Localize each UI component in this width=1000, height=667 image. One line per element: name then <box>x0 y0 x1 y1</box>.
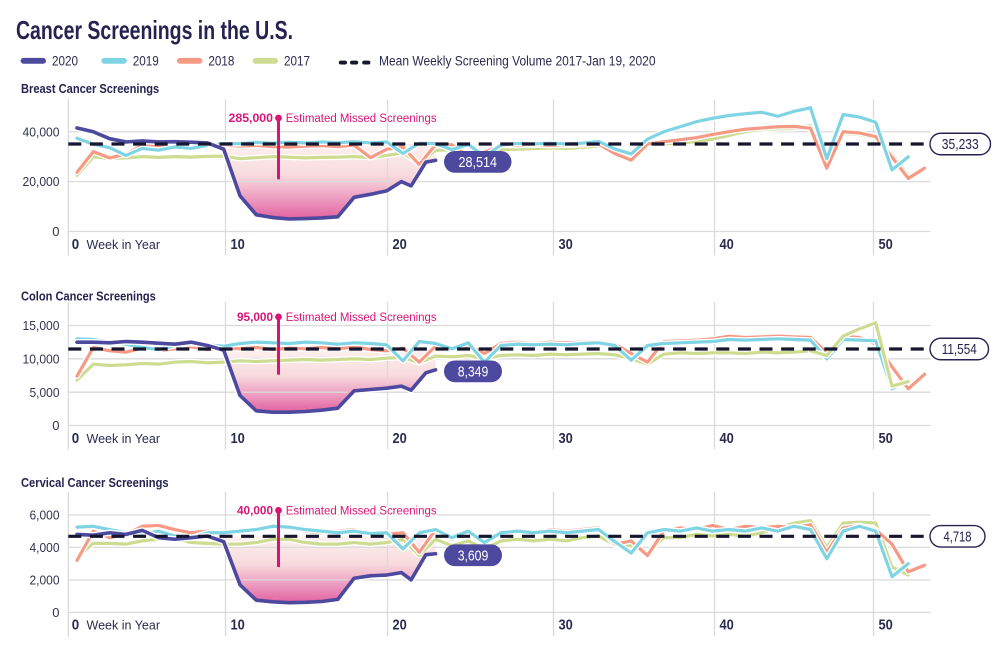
svg-text:15,000: 15,000 <box>23 318 60 333</box>
svg-text:8,349: 8,349 <box>458 364 489 381</box>
svg-text:2017: 2017 <box>284 53 310 69</box>
svg-text:10: 10 <box>231 237 245 253</box>
svg-text:95,000: 95,000 <box>237 310 273 324</box>
svg-text:40: 40 <box>720 618 734 634</box>
svg-text:0: 0 <box>52 224 59 239</box>
svg-text:0: 0 <box>72 618 79 634</box>
svg-text:30: 30 <box>559 431 573 447</box>
svg-text:3,609: 3,609 <box>458 548 489 565</box>
svg-text:40,000: 40,000 <box>23 124 60 139</box>
svg-text:5,000: 5,000 <box>30 385 60 400</box>
svg-text:4,000: 4,000 <box>30 540 60 555</box>
svg-text:0: 0 <box>72 237 79 253</box>
svg-text:40: 40 <box>720 431 734 447</box>
svg-text:Breast Cancer Screenings: Breast Cancer Screenings <box>21 82 159 96</box>
svg-text:0: 0 <box>72 431 79 447</box>
svg-text:Estimated Missed Screenings: Estimated Missed Screenings <box>286 312 437 324</box>
svg-text:2020: 2020 <box>52 53 78 69</box>
svg-text:Cancer Screenings in the U.S.: Cancer Screenings in the U.S. <box>16 15 293 45</box>
svg-text:285,000: 285,000 <box>229 111 274 125</box>
svg-text:Estimated Missed Screenings: Estimated Missed Screenings <box>286 113 437 125</box>
svg-text:50: 50 <box>879 237 893 253</box>
svg-text:20: 20 <box>393 237 407 253</box>
svg-text:2018: 2018 <box>208 53 234 69</box>
svg-text:10,000: 10,000 <box>23 351 60 366</box>
svg-text:4,718: 4,718 <box>944 529 972 545</box>
svg-text:30: 30 <box>559 237 573 253</box>
svg-text:50: 50 <box>879 618 893 634</box>
svg-text:10: 10 <box>231 618 245 634</box>
svg-text:40: 40 <box>720 237 734 253</box>
svg-text:Estimated Missed Screenings: Estimated Missed Screenings <box>286 506 437 518</box>
svg-text:11,554: 11,554 <box>942 342 977 358</box>
svg-text:Cervical Cancer Screenings: Cervical Cancer Screenings <box>21 476 169 490</box>
svg-text:20,000: 20,000 <box>23 174 60 189</box>
svg-text:35,233: 35,233 <box>942 137 979 153</box>
svg-text:6,000: 6,000 <box>30 508 60 523</box>
svg-text:Mean Weekly Screening Volume 2: Mean Weekly Screening Volume 2017-Jan 19… <box>379 54 656 69</box>
svg-text:50: 50 <box>879 431 893 447</box>
svg-text:Colon Cancer Screenings: Colon Cancer Screenings <box>21 290 156 304</box>
svg-text:28,514: 28,514 <box>459 154 498 171</box>
svg-text:40,000: 40,000 <box>237 504 273 518</box>
svg-text:30: 30 <box>559 618 573 634</box>
svg-text:20: 20 <box>393 431 407 447</box>
svg-text:Week in Year: Week in Year <box>87 431 161 446</box>
svg-text:10: 10 <box>231 431 245 447</box>
svg-text:Week in Year: Week in Year <box>87 237 161 252</box>
svg-text:0: 0 <box>52 605 59 620</box>
svg-text:20: 20 <box>393 618 407 634</box>
svg-text:2019: 2019 <box>133 53 159 69</box>
svg-text:2,000: 2,000 <box>30 573 60 588</box>
svg-text:Week in Year: Week in Year <box>87 618 161 633</box>
svg-text:0: 0 <box>52 418 59 433</box>
